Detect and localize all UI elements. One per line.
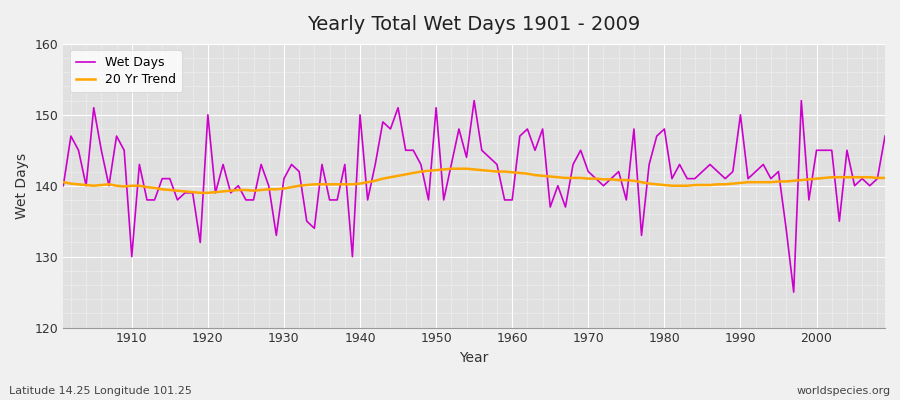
Y-axis label: Wet Days: Wet Days (15, 153, 29, 219)
20 Yr Trend (613, 178, 624, 182)
Line: Wet Days: Wet Days (63, 101, 885, 292)
Wet Days (507, 198, 517, 202)
Text: Latitude 14.25 Longitude 101.25: Latitude 14.25 Longitude 101.25 (9, 386, 192, 396)
Line: 20 Yr Trend: 20 Yr Trend (63, 169, 885, 193)
20 Yr Trend (293, 183, 304, 188)
20 Yr Trend (522, 171, 533, 176)
Legend: Wet Days, 20 Yr Trend: Wet Days, 20 Yr Trend (69, 50, 182, 92)
Title: Yearly Total Wet Days 1901 - 2009: Yearly Total Wet Days 1901 - 2009 (308, 15, 641, 34)
Wet Days (879, 134, 890, 138)
Wet Days (469, 98, 480, 103)
20 Yr Trend (58, 180, 68, 184)
20 Yr Trend (339, 182, 350, 187)
Wet Days (286, 162, 297, 167)
X-axis label: Year: Year (460, 351, 489, 365)
Wet Days (58, 183, 68, 188)
20 Yr Trend (194, 190, 205, 195)
Wet Days (119, 148, 130, 153)
20 Yr Trend (515, 170, 526, 175)
Wet Days (788, 290, 799, 294)
Wet Days (332, 198, 343, 202)
20 Yr Trend (119, 184, 130, 189)
20 Yr Trend (446, 166, 456, 171)
Text: worldspecies.org: worldspecies.org (796, 386, 891, 396)
20 Yr Trend (879, 176, 890, 180)
Wet Days (606, 176, 616, 181)
Wet Days (515, 134, 526, 138)
